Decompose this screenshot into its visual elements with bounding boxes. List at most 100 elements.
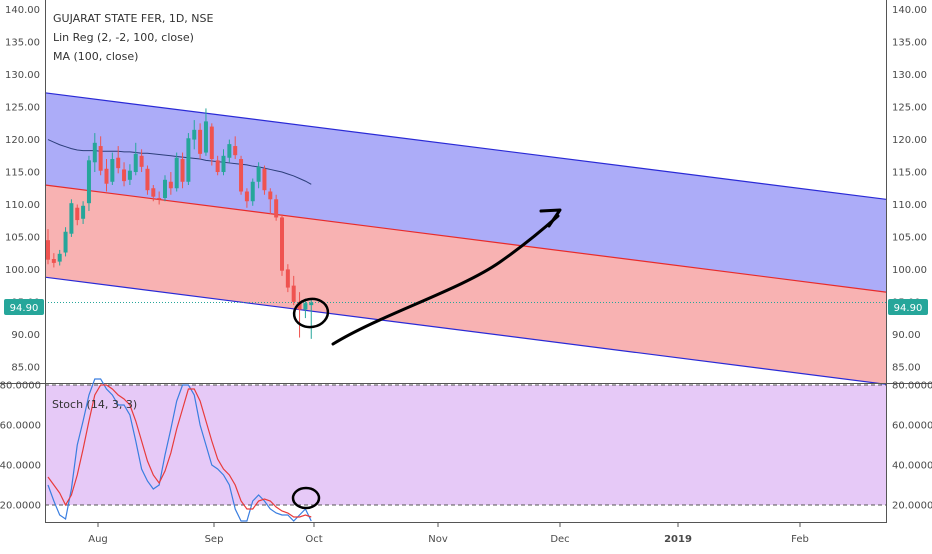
channel-upper-line xyxy=(44,92,887,200)
candle xyxy=(309,298,314,339)
candle xyxy=(157,191,162,205)
linear-regression-channel xyxy=(44,92,887,385)
price-tick-left: 110.00 xyxy=(5,200,40,211)
candle xyxy=(303,298,308,319)
candle-body xyxy=(98,146,103,171)
candle xyxy=(46,229,50,265)
last-price-label-left: 94.90 xyxy=(4,299,44,315)
drawing-annotations[interactable] xyxy=(291,208,562,510)
price-tick-right: 90.00 xyxy=(892,330,921,341)
candle-body xyxy=(157,197,162,200)
candle-body xyxy=(116,157,121,169)
candle-body xyxy=(46,240,50,260)
candle-body xyxy=(180,159,185,182)
stoch-tick-right: 60.0000 xyxy=(892,421,932,432)
candle xyxy=(116,146,121,174)
price-tick-left: 120.00 xyxy=(5,135,40,146)
candle-body xyxy=(81,205,86,219)
candle xyxy=(75,204,80,226)
price-tick-right: 115.00 xyxy=(892,168,927,179)
candle-body xyxy=(268,191,273,200)
candle xyxy=(57,249,62,266)
candle-body xyxy=(215,160,220,173)
candle-body xyxy=(209,126,214,160)
price-tick-left: 100.00 xyxy=(5,265,40,276)
candle xyxy=(139,149,144,173)
legend-ma: MA (100, close) xyxy=(53,50,138,63)
circle-annotation-stoch[interactable] xyxy=(291,486,321,510)
stoch-tick-left: 80.0000 xyxy=(0,381,41,392)
candle xyxy=(104,159,109,192)
candle-body xyxy=(145,168,150,191)
candle-body xyxy=(203,121,208,153)
legend-lin-reg: Lin Reg (2, -2, 100, close) xyxy=(53,31,194,44)
axes[interactable]: 140.00 140.00 135.00 135.00 130.00 130.00 125.… xyxy=(0,5,932,545)
time-tick-label: Sep xyxy=(205,534,224,545)
price-tick-left: 140.00 xyxy=(5,5,40,16)
arrow-head-icon xyxy=(539,208,562,228)
channel-lower-fill xyxy=(45,185,886,385)
candle xyxy=(215,155,220,176)
candle xyxy=(133,142,138,176)
candle-body xyxy=(186,138,191,182)
time-tick-label: Nov xyxy=(428,534,448,545)
candle-body xyxy=(198,129,203,154)
candle-body xyxy=(256,166,261,182)
candle-body xyxy=(75,207,80,221)
stoch-tick-right: 20.0000 xyxy=(892,501,932,512)
regression-line xyxy=(44,184,887,293)
stoch-tick-left: 20.0000 xyxy=(0,501,41,512)
candle-body xyxy=(309,302,314,306)
candle xyxy=(256,162,261,189)
candle-body xyxy=(227,144,232,158)
candle xyxy=(198,123,203,160)
stochastic-pane xyxy=(45,378,886,522)
candle xyxy=(221,149,226,176)
candle-body xyxy=(133,153,138,173)
candle-body xyxy=(122,169,127,182)
price-tick-left: 105.00 xyxy=(5,232,40,243)
price-tick-right: 120.00 xyxy=(892,135,927,146)
candle-body xyxy=(86,160,91,204)
candle-body xyxy=(92,142,97,163)
candle xyxy=(239,155,244,195)
stoch-k-line xyxy=(47,378,312,522)
time-tick-label: Aug xyxy=(88,534,108,545)
stoch-tick-left: 40.0000 xyxy=(0,461,41,472)
candle xyxy=(297,292,302,338)
last-price-text-left: 94.90 xyxy=(10,303,39,314)
price-tick-left: 85.00 xyxy=(11,362,40,373)
price-tick-right: 110.00 xyxy=(892,200,927,211)
last-price-badge-left xyxy=(4,299,44,315)
candle-body xyxy=(163,179,167,198)
candle-body xyxy=(274,199,279,218)
candle-body xyxy=(57,253,62,262)
candle-body xyxy=(280,217,284,271)
ma-line xyxy=(47,139,312,185)
time-tick-label: Feb xyxy=(791,534,809,545)
stoch-tick-right: 80.0000 xyxy=(892,381,932,392)
price-tick-right: 135.00 xyxy=(892,38,927,49)
candle xyxy=(268,188,273,215)
arrow-annotation[interactable] xyxy=(331,214,560,346)
stoch-band-fill xyxy=(45,385,886,505)
stoch-tick-right: 40.0000 xyxy=(892,461,932,472)
candle xyxy=(280,214,284,276)
candle-body xyxy=(51,259,56,263)
price-tick-right: 100.00 xyxy=(892,265,927,276)
candle xyxy=(186,133,191,186)
candle-body xyxy=(244,191,249,202)
circle-annotation-price[interactable] xyxy=(292,296,330,329)
candle xyxy=(291,275,296,306)
candle-body xyxy=(69,203,74,234)
candle xyxy=(92,133,97,173)
candle-body xyxy=(174,157,179,189)
candle xyxy=(244,188,249,208)
price-tick-left: 115.00 xyxy=(5,168,40,179)
candle xyxy=(233,136,238,160)
legend-symbol: GUJARAT STATE FER, 1D, NSE xyxy=(53,12,214,25)
candle xyxy=(127,164,132,186)
candle-body xyxy=(151,188,156,197)
